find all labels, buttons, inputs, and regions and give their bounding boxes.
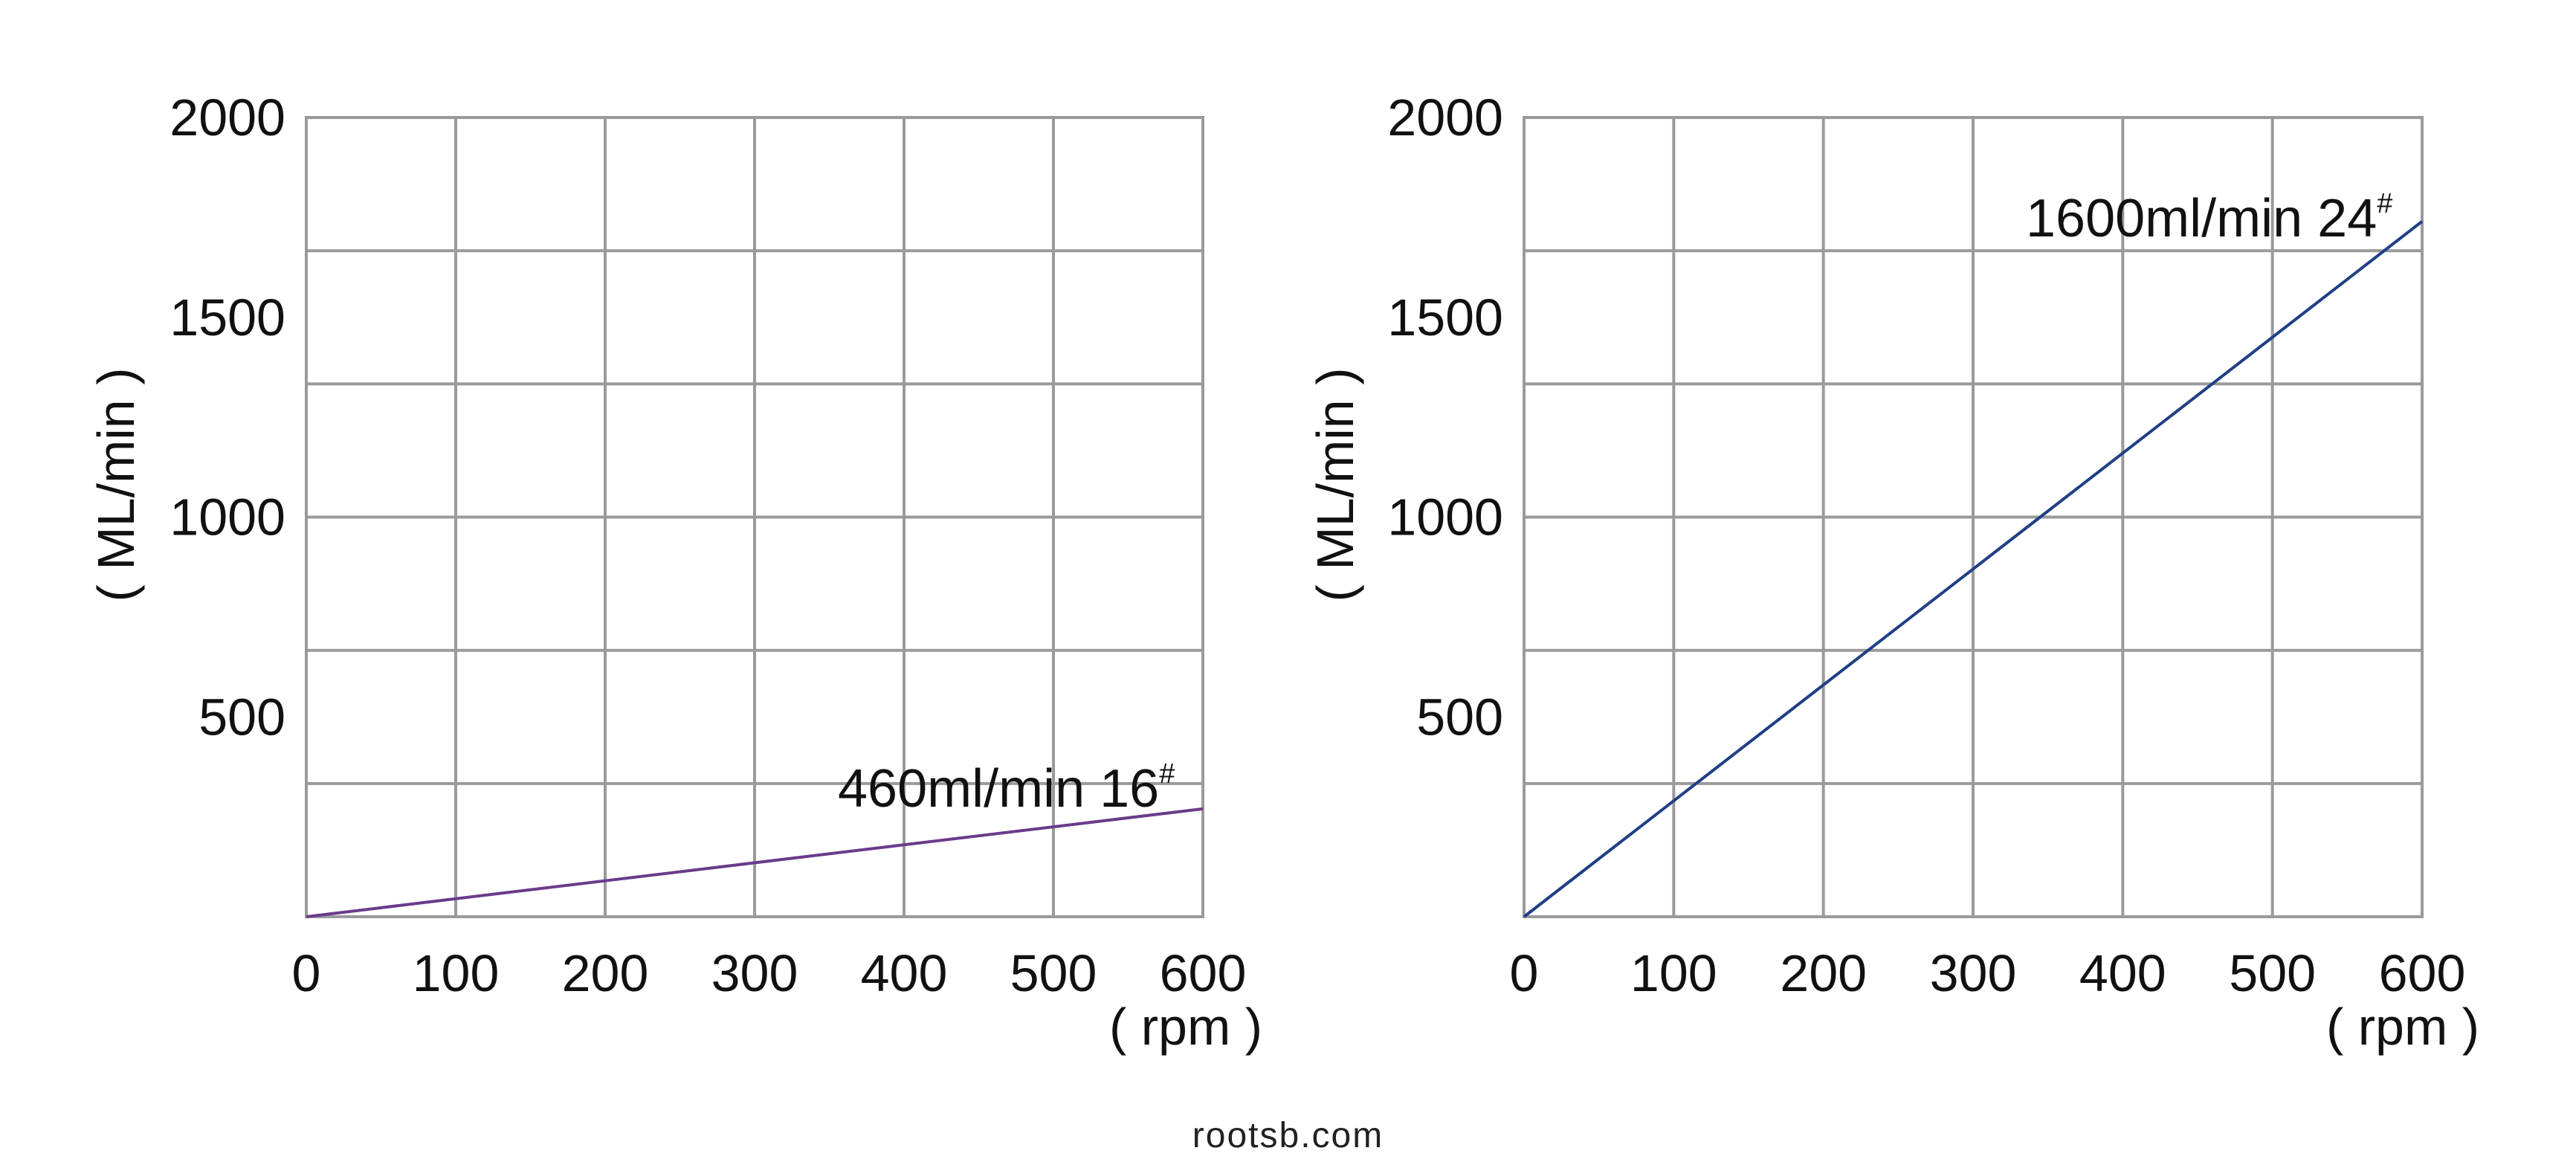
annotation-mark: # [1159,758,1175,790]
plot-frame [1523,116,2424,918]
x-tick-label: 400 [2079,944,2166,1002]
source-watermark: rootsb.com [1192,1116,1384,1155]
x-axis-label: ( rpm ) [2326,998,2479,1056]
y-tick-label: 1000 [1387,488,1503,546]
x-tick-label: 0 [1510,944,1539,1002]
annotation-tube-size: 16 [1100,759,1159,819]
series-line [306,807,1204,918]
x-tick-label: 300 [1930,944,2017,1002]
x-tick-label: 200 [1780,944,1867,1002]
y-tick-label: 500 [1416,688,1503,746]
y-tick-label: 500 [198,688,285,746]
annotation-label: 460ml/min 16# [838,758,1175,819]
x-tick-label: 100 [413,944,500,1002]
y-axis-label: ( ML/min ) [87,368,145,602]
y-tick-label: 2000 [170,88,285,146]
x-tick-label: 600 [1160,944,1247,1002]
series-line [1523,220,2424,918]
annotation-mark: # [2377,188,2392,219]
x-tick-label: 600 [2379,944,2466,1002]
annotation-tube-size: 24 [2317,189,2377,248]
x-axis-label: ( rpm ) [1109,998,1262,1056]
x-tick-label: 500 [2229,944,2316,1002]
y-axis-label: ( ML/min ) [1306,368,1364,602]
y-tick-label: 1000 [170,488,285,546]
x-tick-label: 400 [861,944,948,1002]
x-tick-label: 100 [1630,944,1717,1002]
chart-1: 0 100 200 300 400 500 600 500 1000 1500 2000 ( ML/m… [87,88,1262,1056]
x-tick-label: 0 [292,944,321,1002]
annotation-flow: 460ml/min [838,759,1100,819]
x-tick-label: 300 [711,944,798,1002]
y-tick-label: 1500 [1387,288,1503,346]
y-tick-label: 1500 [170,288,285,346]
chart-2: 0 100 200 300 400 500 600 500 1000 1500 2000 ( ML/m… [1306,88,2479,1056]
x-tick-label: 500 [1010,944,1097,1002]
y-tick-label: 2000 [1387,88,1503,146]
annotation-flow: 1600ml/min [2026,189,2317,248]
plot-frame [305,116,1204,918]
annotation-label: 1600ml/min 24# [2026,188,2392,248]
x-tick-label: 200 [562,944,649,1002]
